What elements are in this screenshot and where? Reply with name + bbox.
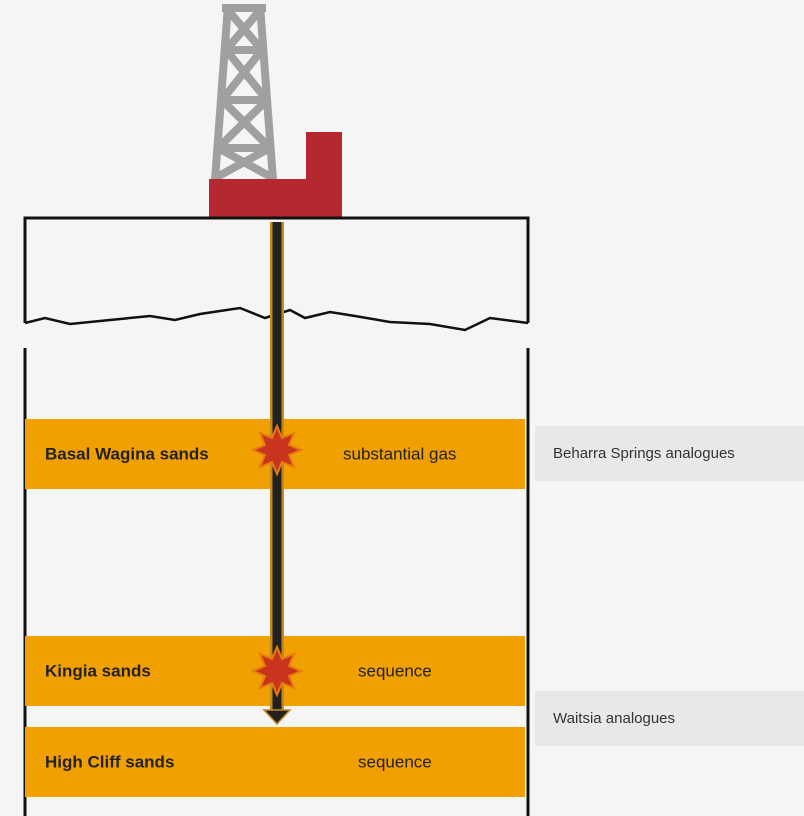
analogue-label: Beharra Springs analogues (553, 445, 735, 462)
layer-band (25, 727, 525, 797)
analogue-label: Waitsia analogues (553, 710, 675, 727)
layer-note: substantial gas (343, 444, 456, 463)
layer-name: Kingia sands (45, 661, 151, 680)
analogue-box (535, 691, 804, 746)
layer-note: sequence (358, 661, 432, 680)
layer-name: Basal Wagina sands (45, 444, 209, 463)
layer-name: High Cliff sands (45, 752, 174, 771)
rig (209, 4, 342, 218)
layer-note: sequence (358, 752, 432, 771)
analogue-box (535, 426, 804, 481)
gas-star (250, 644, 304, 698)
gas-star (250, 423, 304, 477)
